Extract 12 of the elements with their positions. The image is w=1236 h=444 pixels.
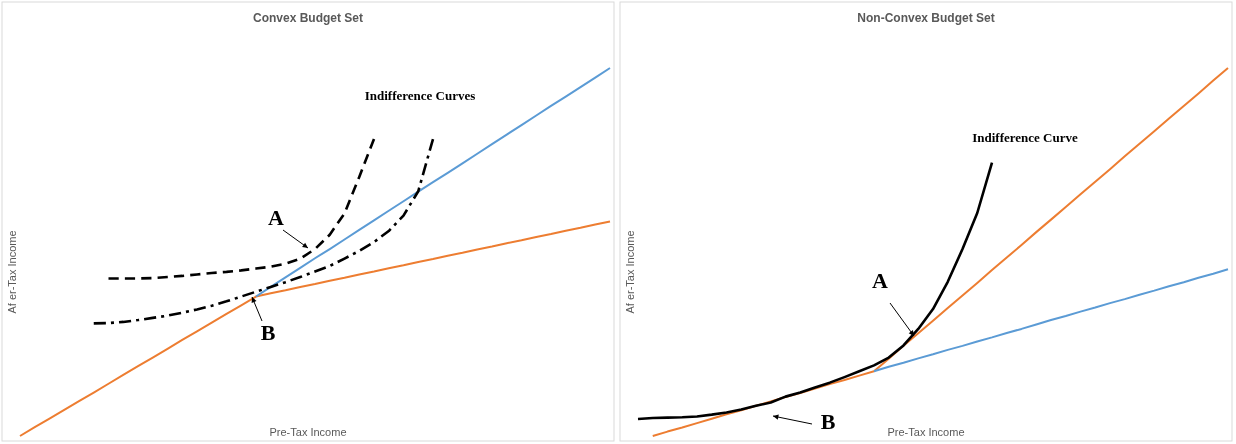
- annotation: Indifference Curves: [364, 88, 476, 103]
- chart-title: Convex Budget Set: [252, 11, 364, 25]
- y-axis-title: Af er-Tax Income: [624, 230, 636, 314]
- annotation: A: [268, 205, 285, 230]
- annotation: A: [872, 268, 889, 293]
- x-axis-title: Pre-Tax Income: [269, 426, 347, 438]
- annotation: B: [260, 320, 276, 345]
- annotation: B: [820, 409, 836, 434]
- y-axis-title: Af er-Tax Income: [6, 230, 18, 314]
- annotation: Indifference Curve: [972, 130, 1078, 145]
- x-axis-title: Pre-Tax Income: [887, 426, 965, 438]
- chart-title: Non-Convex Budget Set: [857, 11, 995, 25]
